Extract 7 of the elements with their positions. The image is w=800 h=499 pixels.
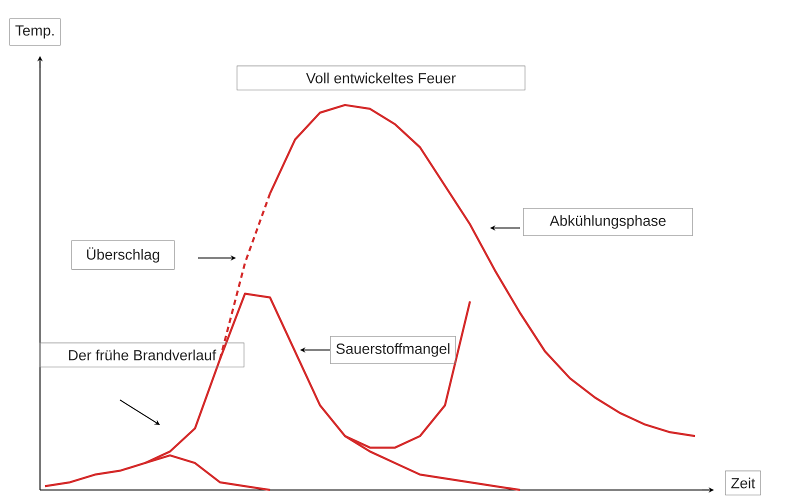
annotation: Sauerstoffmangel: [336, 343, 450, 357]
x-axis-title: Zeit: [731, 478, 756, 488]
annotation: Abkühlungsphase: [550, 215, 666, 229]
annotation: Der frühe Brandverlauf: [69, 350, 216, 360]
y-axis-title: Temp.: [15, 25, 54, 39]
annotation: Überschlag: [87, 247, 160, 263]
text: Voll entwickeltes Feuer: [306, 72, 456, 84]
